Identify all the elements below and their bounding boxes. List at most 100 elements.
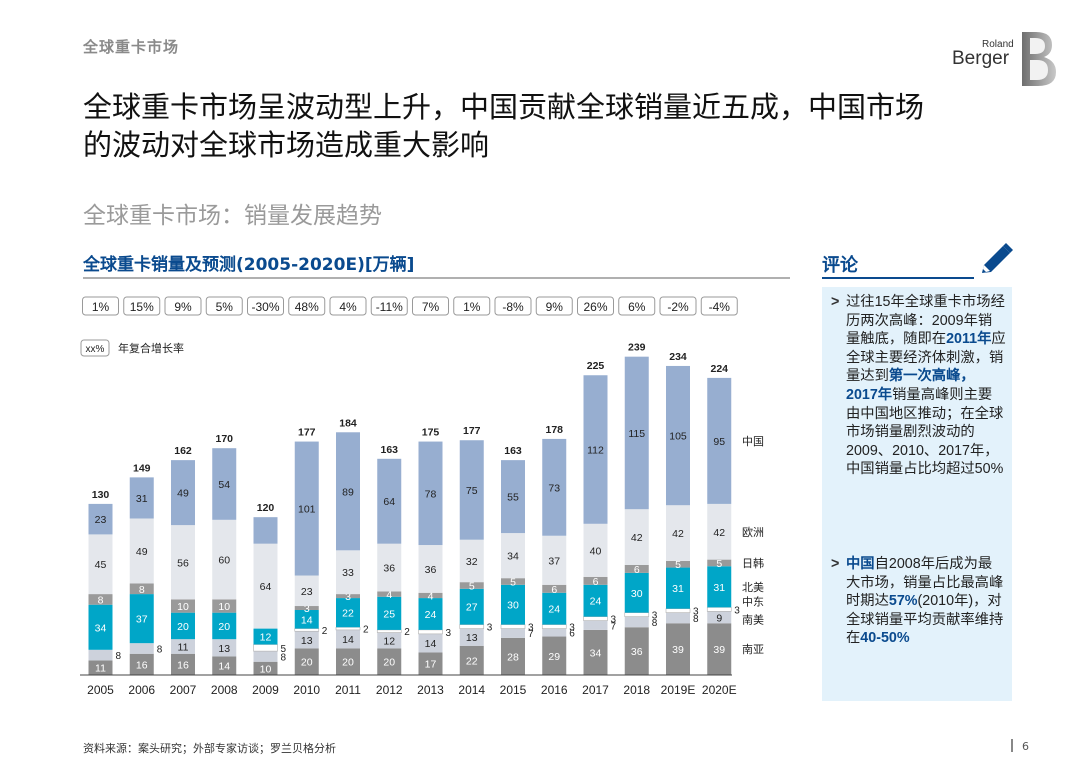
series-label-south-asia: 南亚 bbox=[742, 643, 764, 656]
bar-segment-china bbox=[459, 440, 484, 540]
bar-value-label: 8 bbox=[139, 584, 145, 596]
bar-value-label: 8 bbox=[652, 618, 658, 629]
bar-segment-middle-east bbox=[583, 616, 608, 621]
bar-value-label: 13 bbox=[301, 635, 313, 647]
bar-segment-north-america bbox=[459, 588, 484, 625]
logo-text-berger: Berger bbox=[952, 48, 1010, 69]
bar-segment-europe bbox=[666, 505, 690, 561]
bar-segment-europe bbox=[336, 550, 360, 595]
bar-segment-south-america bbox=[542, 628, 567, 637]
bar-value-label: 10 bbox=[218, 601, 230, 613]
bar-value-label: 4 bbox=[428, 590, 434, 602]
series-label-japan-korea: 日韩 bbox=[742, 556, 764, 570]
headline-line-1: 全球重卡市场呈波动型上升，中国贡献全球销量近五成，中国市场 bbox=[83, 90, 925, 124]
bar-segment-north-america bbox=[583, 584, 608, 617]
bullet2-text-b: (2010年)，对全球销量平均贡献率维持在 bbox=[846, 593, 1004, 647]
x-tick-label: 2011 bbox=[335, 683, 361, 697]
bar-value-label: 16 bbox=[136, 659, 148, 671]
bar-value-label: 42 bbox=[672, 528, 684, 540]
growth-rate-label: 26% bbox=[583, 300, 607, 314]
growth-rate-label: 5% bbox=[216, 300, 234, 314]
growth-rate-box bbox=[577, 296, 614, 316]
bar-segment-europe bbox=[418, 545, 443, 593]
bar-segment-south-america bbox=[129, 643, 154, 654]
bullet-marker: > bbox=[831, 556, 840, 572]
bar-segment-europe bbox=[129, 518, 154, 584]
bar-segment-europe bbox=[624, 509, 649, 565]
x-tick-label: 2016 bbox=[541, 683, 568, 697]
bullet1-highlight-peak: 第一次高峰，2017年 bbox=[846, 368, 975, 403]
bar-value-label: 29 bbox=[548, 651, 560, 663]
bullet1-text-b: 应全球主要经济体刺激，销量达到 bbox=[846, 331, 1006, 385]
bar-segment-china bbox=[624, 356, 649, 510]
bar-value-label: 60 bbox=[218, 555, 230, 567]
growth-rate-label: -11% bbox=[376, 300, 403, 314]
bar-segment-japan-korea bbox=[212, 599, 237, 613]
bar-segment-north-america bbox=[377, 596, 402, 630]
bar-segment-japan-korea bbox=[542, 584, 567, 593]
bar-value-label: 28 bbox=[507, 651, 519, 663]
bar-value-label: 112 bbox=[587, 445, 604, 457]
bar-value-label: 2 bbox=[404, 627, 410, 638]
bar-value-label: 3 bbox=[734, 605, 740, 616]
bar-value-label: 6 bbox=[593, 576, 599, 588]
bar-total-label: 177 bbox=[298, 427, 316, 439]
bar-segment-north-america bbox=[624, 572, 649, 613]
bar-value-label: 37 bbox=[548, 555, 560, 567]
bar-segment-south-asia bbox=[294, 648, 319, 675]
bar-value-label: 8 bbox=[157, 644, 163, 655]
bar-value-label: 13 bbox=[466, 632, 478, 644]
x-tick-label: 2012 bbox=[376, 683, 403, 697]
pencil-icon bbox=[982, 243, 1013, 273]
footer-divider bbox=[1011, 739, 1013, 752]
bar-segment-north-america bbox=[542, 592, 567, 625]
bullet1-highlight-2011: 2011年 bbox=[946, 331, 992, 348]
bar-segment-japan-korea bbox=[418, 592, 443, 599]
bar-segment-china bbox=[253, 517, 278, 544]
bar-value-label: 22 bbox=[342, 608, 354, 620]
growth-rate-box bbox=[412, 296, 449, 316]
bar-value-label: 36 bbox=[425, 564, 437, 576]
bar-segment-japan-korea bbox=[624, 564, 649, 573]
bar-segment-middle-east bbox=[541, 624, 567, 629]
growth-rate-label: 6% bbox=[628, 300, 646, 314]
series-label-china: 中国 bbox=[742, 435, 764, 448]
bar-segment-china bbox=[542, 438, 567, 536]
x-tick-label: 2007 bbox=[170, 683, 197, 697]
bar-value-label: 9 bbox=[716, 612, 722, 624]
bar-value-label: 5 bbox=[675, 559, 681, 571]
growth-rate-label: -2% bbox=[667, 300, 689, 314]
bar-value-label: 95 bbox=[713, 436, 725, 448]
bar-segment-middle-east bbox=[459, 624, 485, 629]
sales-stacked-bar-chart: 1% 15% 9% 5% -30% 48% 4% -11% 7% 1% -8% 9% 26% 6% -2% -… bbox=[80, 296, 764, 697]
bar-segment-south-asia bbox=[129, 653, 154, 675]
bar-segment-south-america bbox=[171, 639, 195, 654]
x-tick-label: 2015 bbox=[500, 683, 527, 697]
bar-value-label: 14 bbox=[425, 638, 437, 650]
section-label: 全球重卡市场 bbox=[83, 38, 180, 56]
bar-segment-japan-korea bbox=[171, 599, 195, 613]
bar-segment-middle-east bbox=[294, 628, 320, 632]
bar-value-label: 101 bbox=[298, 504, 316, 516]
bar-total-label: 149 bbox=[133, 462, 151, 474]
bar-segment-south-america bbox=[253, 651, 278, 662]
bullet-marker: > bbox=[831, 294, 840, 310]
bullet2-highlight-57: 57% bbox=[888, 593, 918, 610]
bar-value-label: 7 bbox=[528, 629, 534, 640]
bar-value-label: 24 bbox=[590, 596, 602, 608]
bar-value-label: 31 bbox=[713, 582, 725, 594]
bar-value-label: 5 bbox=[510, 576, 516, 588]
growth-rate-box bbox=[535, 296, 573, 316]
bar-value-label: 2 bbox=[322, 626, 328, 637]
x-tick-label: 2006 bbox=[128, 683, 155, 697]
bullet1-text-c: 销量高峰则主要由中国地区推动；在全球市场销量剧烈波动的2009、2010、201… bbox=[846, 386, 1004, 478]
bar-segment-middle-east bbox=[418, 629, 443, 635]
bullet2-text-a: 自2008年后成为最大市场，销量占比最高峰时期达 bbox=[846, 556, 1004, 610]
growth-rate-box bbox=[494, 296, 532, 316]
bar-segment-japan-korea bbox=[129, 583, 154, 595]
bar-value-label: 12 bbox=[383, 636, 395, 648]
bar-segment-europe bbox=[253, 543, 278, 629]
series-label-south-america: 南美 bbox=[742, 613, 764, 626]
bar-segment-japan-korea bbox=[583, 576, 608, 585]
footer-source: 资料来源：案头研究；外部专家访谈；罗兰贝格分析 bbox=[83, 742, 336, 755]
